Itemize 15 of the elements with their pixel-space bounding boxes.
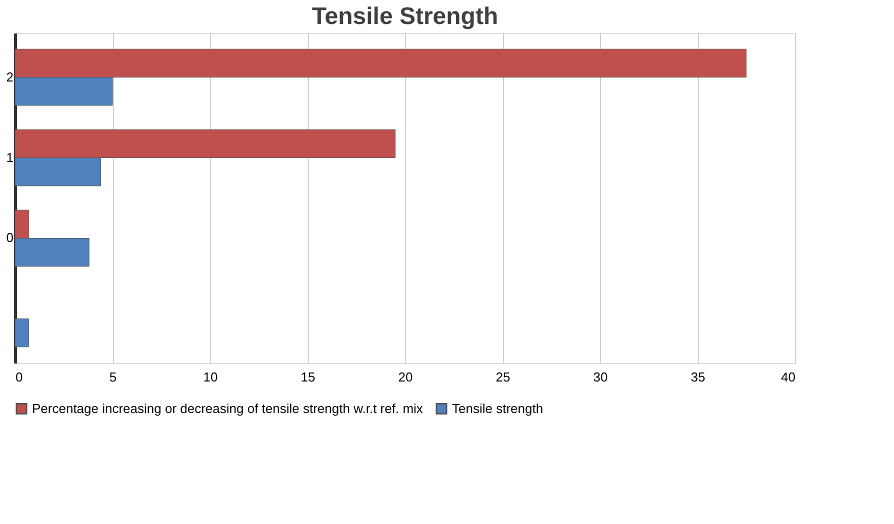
chart-title: Tensile Strength	[312, 3, 498, 30]
x-tick-label: 40	[781, 370, 796, 384]
legend-label: Tensile strength	[452, 400, 544, 416]
x-tick-label: 35	[690, 370, 706, 384]
x-tick-label: 0	[16, 370, 23, 384]
x-tick-label: 20	[398, 370, 413, 384]
legend-label: Percentage increasing or decreasing of tensile strength w.r.t ref. mix	[32, 400, 424, 416]
x-tick-label: 10	[203, 370, 218, 384]
y-tick-label: 1	[6, 150, 14, 165]
y-tick-label: 0	[6, 230, 14, 246]
x-tick-label: 25	[496, 370, 510, 384]
y-tick-label: 2	[6, 69, 14, 84]
x-tick-label: 15	[300, 370, 316, 384]
x-tick-label: 5	[109, 370, 117, 384]
x-tick-label: 30	[593, 370, 608, 384]
